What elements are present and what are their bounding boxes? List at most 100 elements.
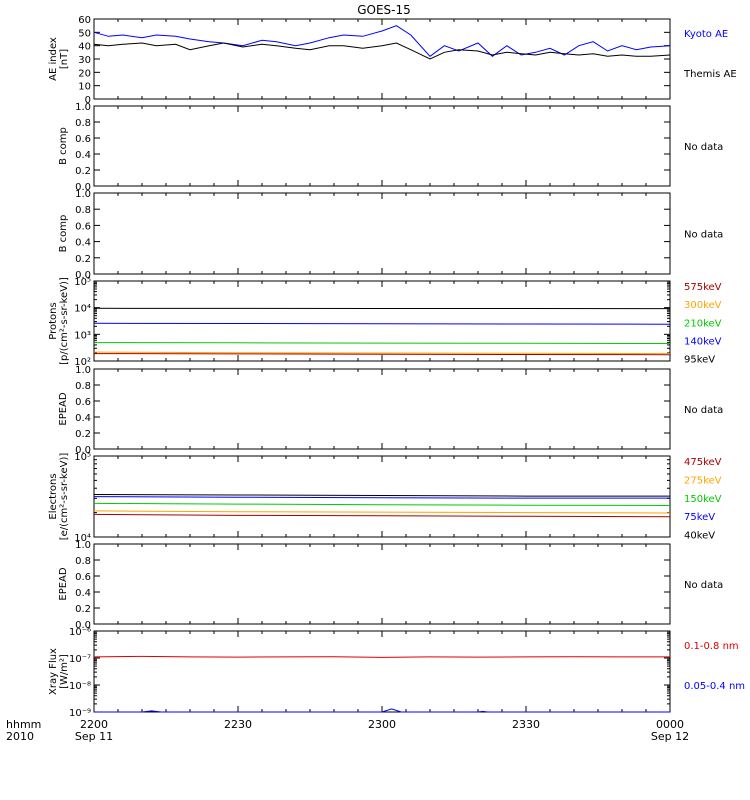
legend-entry-0-1-0-8-nm: 0.1-0.8 nm xyxy=(684,641,739,652)
y-tick-label: 0.6 xyxy=(75,572,91,583)
time-corner-label-hhmm: hhmm xyxy=(6,718,41,731)
panel-frame xyxy=(93,543,671,625)
y-axis-label: EPEAD xyxy=(58,567,69,601)
x-tick-label: 2200 xyxy=(80,718,108,731)
y-tick-label: 10⁻⁸ xyxy=(69,681,91,692)
y-tick-label: 0.4 xyxy=(75,588,91,599)
panel-frame xyxy=(93,192,671,275)
y-tick-label: 60 xyxy=(78,15,91,26)
series-line-0-05-0-4-nm xyxy=(94,708,670,713)
y-axis-label: [p/(cm²-s-sr-keV)] xyxy=(59,277,70,365)
y-tick-label: 0.4 xyxy=(75,413,91,424)
y-axis-label: EPEAD xyxy=(58,392,69,426)
y-tick-label: 1.0 xyxy=(75,365,91,376)
panels: 0 10 20 30 40 50 60 AE index [nT] Kyoto AE Themis … xyxy=(48,15,745,719)
y-tick-label: 0.0 xyxy=(75,620,91,631)
legend-entry-75kev: 75keV xyxy=(684,512,715,523)
series-line-75kev xyxy=(93,496,670,499)
y-tick-label: 10³ xyxy=(74,330,91,341)
y-tick-label: 0.8 xyxy=(75,556,91,567)
series-line-475kev xyxy=(93,513,671,518)
legend-entry-275kev: 275keV xyxy=(684,475,722,486)
y-tick-label: 0.6 xyxy=(75,397,91,408)
y-axis-label: Protons xyxy=(48,302,59,339)
plot-title: GOES-15 xyxy=(357,3,411,17)
y-tick-label: 0.8 xyxy=(75,381,91,392)
panel-3: 0.0 0.2 0.4 0.6 0.8 1.0 B comp No data xyxy=(58,189,723,281)
panel-frame xyxy=(93,368,671,450)
y-tick-label: 0.2 xyxy=(75,429,91,440)
x-tick-label: 0000 xyxy=(656,718,684,731)
series-line-themis-ae xyxy=(93,42,671,60)
series-line-40kev xyxy=(93,494,670,497)
series-line-0-1-0-8-nm xyxy=(93,655,670,658)
series-line-140kev xyxy=(93,322,671,325)
y-axis-label: AE index xyxy=(48,37,59,81)
legend-entry-themis-ae: Themis AE xyxy=(683,69,737,80)
series-line-150kev xyxy=(93,502,671,506)
y-tick-label: 50 xyxy=(78,28,91,39)
y-tick-label: 0.0 xyxy=(75,445,91,456)
legend-entry-95kev: 95keV xyxy=(684,355,715,366)
panel-frame xyxy=(93,280,671,362)
x-tick-label: 2230 xyxy=(224,718,252,731)
y-tick-label: 0.0 xyxy=(75,182,91,193)
y-tick-label: 0.4 xyxy=(75,238,91,249)
no-data-note: No data xyxy=(684,142,723,153)
legend-entry-210kev: 210keV xyxy=(684,318,722,329)
y-axis-label: B comp xyxy=(58,215,69,253)
y-tick-label: 30 xyxy=(78,55,91,66)
x-tick-label: 2300 xyxy=(368,718,396,731)
legend-entry-475kev: 475keV xyxy=(684,457,722,468)
legend-entry-575kev: 575keV xyxy=(684,282,722,293)
series-line-575kev xyxy=(93,353,671,356)
y-tick-label: 0.4 xyxy=(75,150,91,161)
y-axis-label: [e/(cm²-s-sr-keV)] xyxy=(59,453,70,541)
y-axis-label: Electrons xyxy=(48,473,59,519)
y-tick-label: 0.8 xyxy=(75,118,91,129)
y-tick-label: 10² xyxy=(74,357,91,368)
y-tick-label: 0.2 xyxy=(75,166,91,177)
y-tick-label: 10⁴ xyxy=(74,533,91,544)
y-tick-label: 0 xyxy=(85,95,91,106)
y-tick-label: 10⁻⁹ xyxy=(69,708,91,719)
legend-entry-0-05-0-4-nm: 0.05-0.4 nm xyxy=(684,681,745,692)
x-tick-date: Sep 12 xyxy=(651,730,689,743)
y-tick-label: 0.6 xyxy=(75,134,91,145)
panel-1: 0 10 20 30 40 50 60 AE index [nT] Kyoto AE Themis … xyxy=(48,15,737,106)
series-line-275kev xyxy=(93,510,671,514)
legend-entry-kyoto-ae: Kyoto AE xyxy=(684,29,728,40)
panel-2: 0.0 0.2 0.4 0.6 0.8 1.0 B comp No data xyxy=(58,102,723,193)
y-tick-label: 10⁵ xyxy=(74,452,91,463)
y-axis-label: [W/m²] xyxy=(59,654,70,689)
y-tick-label: 0.6 xyxy=(75,221,91,232)
y-tick-label: 0.8 xyxy=(75,205,91,216)
panel-7: 0.0 0.2 0.4 0.6 0.8 1.0 EPEAD No data xyxy=(58,540,723,631)
panel-6: 10⁴ 10⁵ Electrons [e/(cm²-s-sr-keV)] 475keV 2… xyxy=(48,452,722,544)
legend-entry-300kev: 300keV xyxy=(684,300,722,311)
y-tick-label: 1.0 xyxy=(75,189,91,200)
time-corner-label-year: 2010 xyxy=(6,730,34,743)
y-tick-label: 10⁴ xyxy=(74,304,91,315)
x-tick-label: 2330 xyxy=(512,718,540,731)
y-tick-label: 10 xyxy=(78,82,91,93)
no-data-note: No data xyxy=(684,230,723,241)
y-axis-label: [nT] xyxy=(59,49,70,69)
series-line-kyoto-ae xyxy=(93,25,671,57)
y-tick-label: 10⁵ xyxy=(74,277,91,288)
panel-frame xyxy=(93,630,671,713)
legend-entry-40kev: 40keV xyxy=(684,531,715,542)
y-tick-label: 0.2 xyxy=(75,604,91,615)
y-tick-label: 20 xyxy=(78,68,91,79)
y-tick-label: 1.0 xyxy=(75,540,91,551)
panel-4: 10² 10³ 10⁴ 10⁵ Protons [p/(cm²-s-sr-keV)] 575… xyxy=(48,277,722,368)
y-tick-label: 10⁻⁷ xyxy=(69,654,91,665)
y-tick-label: 10⁻⁶ xyxy=(69,627,91,638)
no-data-note: No data xyxy=(684,580,723,591)
y-tick-label: 0.0 xyxy=(75,270,91,281)
panel-5: 0.0 0.2 0.4 0.6 0.8 1.0 EPEAD No data xyxy=(58,365,723,456)
y-axis-label: B comp xyxy=(58,127,69,165)
x-tick-date: Sep 11 xyxy=(75,730,113,743)
